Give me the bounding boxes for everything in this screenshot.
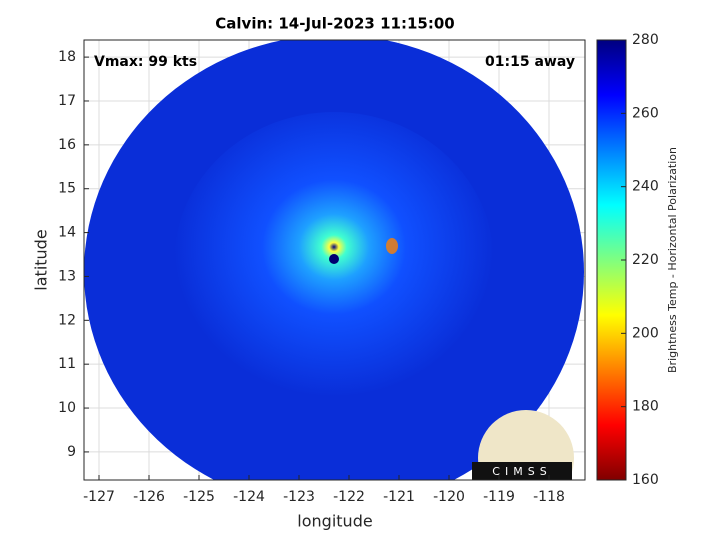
logo-bar: [472, 462, 572, 480]
eye: [329, 254, 339, 264]
image: CIMSS: [84, 40, 584, 480]
x-tick-label: -126: [133, 489, 165, 505]
convection: [386, 238, 398, 254]
colorbar-tick-label: 240: [632, 179, 659, 195]
x-tick-label: -122: [333, 489, 365, 505]
y-tick-label: 11: [58, 356, 76, 372]
x-tick-label: -121: [383, 489, 415, 505]
colorbar-tick-label: 180: [632, 399, 659, 415]
colorbar-tick-label: 260: [632, 105, 659, 121]
y-tick-label: 18: [58, 49, 76, 65]
x-tick-label: -118: [533, 489, 565, 505]
chart-title: Calvin: 14-Jul-2023 11:15:00: [215, 15, 454, 33]
logo-text: CIMSS: [492, 465, 551, 478]
y-tick-label: 12: [58, 312, 76, 328]
x-tick-label: -127: [83, 489, 115, 505]
colorbar-tick-label: 160: [632, 472, 659, 488]
annotation: 01:15 away: [485, 54, 575, 70]
x-tick-label: -125: [183, 489, 215, 505]
colorbar-tick-label: 220: [632, 252, 659, 268]
y-axis-label: latitude: [32, 229, 51, 290]
y-tick-label: 15: [58, 181, 76, 197]
y-tick-label: 9: [67, 444, 76, 460]
y-tick-label: 14: [58, 225, 76, 241]
y-tick-label: 13: [58, 268, 76, 284]
axes-box: [83, 39, 586, 481]
colorbar-tick-label: 200: [632, 325, 659, 341]
x-tick-label: -124: [233, 489, 265, 505]
x-axis-label: longitude: [297, 512, 372, 531]
y-tick-label: 16: [58, 137, 76, 153]
y-tick-label: 17: [58, 93, 76, 109]
x-tick-label: -123: [283, 489, 315, 505]
x-tick-label: -120: [433, 489, 465, 505]
colorbar-tick-label: 280: [632, 32, 659, 48]
annotation: Vmax: 99 kts: [94, 54, 197, 70]
y-tick-label: 10: [58, 400, 76, 416]
x-tick-label: -119: [483, 489, 515, 505]
colorbar-label: Brightness Temp - Horizontal Polarizatio…: [666, 147, 679, 373]
